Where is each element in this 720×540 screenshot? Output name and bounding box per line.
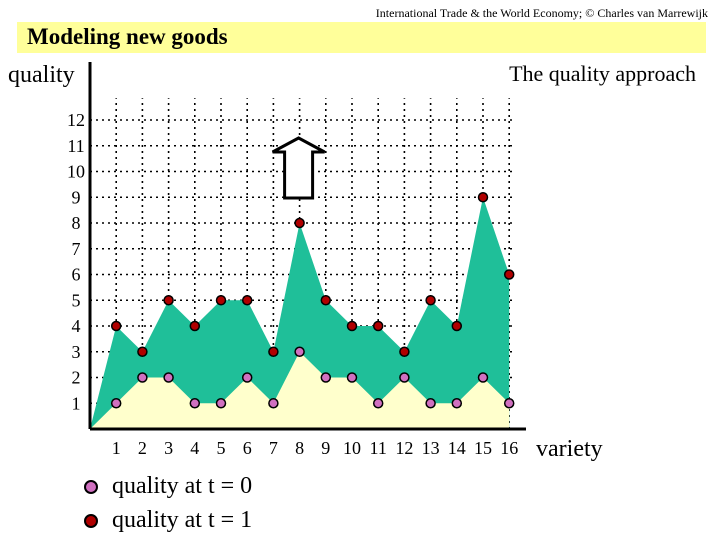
y-tick-label: 10 [67, 162, 85, 182]
point-t0 [425, 398, 436, 409]
area-t1 [90, 197, 510, 429]
point-t0 [346, 372, 358, 383]
point-t1 [163, 295, 174, 306]
point-t0 [241, 372, 253, 383]
x-tick-label: 4 [190, 438, 199, 458]
legend-item-t1: quality at t = 1 [84, 507, 252, 534]
point-t1 [110, 320, 122, 332]
point-t1 [241, 295, 253, 306]
x-axis-label: variety [536, 436, 603, 462]
x-tick-label: 8 [295, 438, 304, 458]
point-t0 [320, 372, 332, 383]
point-t1 [294, 217, 305, 229]
x-tick-label: 14 [448, 438, 466, 458]
point-t1 [189, 320, 201, 332]
x-tick-label: 13 [422, 438, 440, 458]
point-t0 [163, 372, 174, 383]
point-t1 [372, 320, 384, 332]
y-tick-label: 12 [67, 110, 85, 130]
point-t0 [399, 372, 410, 383]
point-t0 [215, 398, 227, 409]
x-tick-label: 2 [138, 438, 147, 458]
point-t0 [477, 372, 489, 383]
point-t0 [451, 398, 463, 409]
y-tick-label: 5 [72, 290, 81, 310]
slide-subtitle: The quality approach [509, 61, 696, 86]
point-t1 [451, 320, 463, 332]
legend-item-t0: quality at t = 0 [84, 473, 252, 500]
point-t0 [503, 398, 515, 409]
point-t0 [372, 398, 384, 409]
y-tick-label: 8 [72, 213, 81, 233]
title-bar: Modeling new goods [17, 22, 706, 53]
y-tick-label: 1 [72, 393, 81, 413]
point-t1 [268, 346, 279, 357]
x-tick-label: 5 [217, 438, 226, 458]
point-t0 [294, 346, 305, 357]
y-axis-label: quality [8, 62, 75, 88]
point-t0 [189, 398, 201, 409]
slide-title: Modeling new goods [27, 24, 228, 49]
source-note: International Trade & the World Economy;… [375, 6, 708, 20]
x-tick-label: 10 [343, 438, 361, 458]
legend-marker-t1 [84, 513, 98, 528]
point-t1 [320, 295, 332, 306]
point-t1 [399, 346, 410, 357]
y-tick-label: 11 [67, 136, 84, 156]
point-t0 [137, 372, 148, 383]
y-tick-label: 7 [72, 239, 81, 259]
y-tick-label: 9 [72, 187, 81, 207]
y-tick-label: 6 [72, 265, 81, 285]
x-tick-label: 15 [474, 438, 492, 458]
y-tick-label: 4 [72, 316, 81, 336]
y-tick-label: 3 [72, 342, 81, 362]
area-t0 [90, 351, 510, 429]
x-tick-label: 6 [243, 438, 252, 458]
x-tick-label: 11 [370, 438, 387, 458]
point-t0 [268, 398, 279, 409]
point-t1 [425, 295, 436, 306]
up-arrow-icon [271, 136, 326, 200]
legend-marker-t0 [84, 479, 98, 494]
x-tick-label: 1 [112, 438, 121, 458]
point-t1 [215, 295, 227, 306]
y-tick-label: 2 [72, 368, 81, 388]
point-t1 [346, 320, 358, 332]
point-t0 [110, 398, 122, 409]
x-tick-label: 7 [269, 438, 278, 458]
x-tick-label: 9 [321, 438, 330, 458]
point-t1 [503, 269, 515, 280]
point-t1 [477, 192, 489, 203]
x-tick-label: 16 [500, 438, 518, 458]
legend-label-t1: quality at t = 1 [112, 507, 253, 533]
x-tick-label: 12 [395, 438, 413, 458]
x-tick-label: 3 [164, 438, 173, 458]
legend-label-t0: quality at t = 0 [112, 473, 253, 499]
point-t1 [137, 346, 148, 357]
